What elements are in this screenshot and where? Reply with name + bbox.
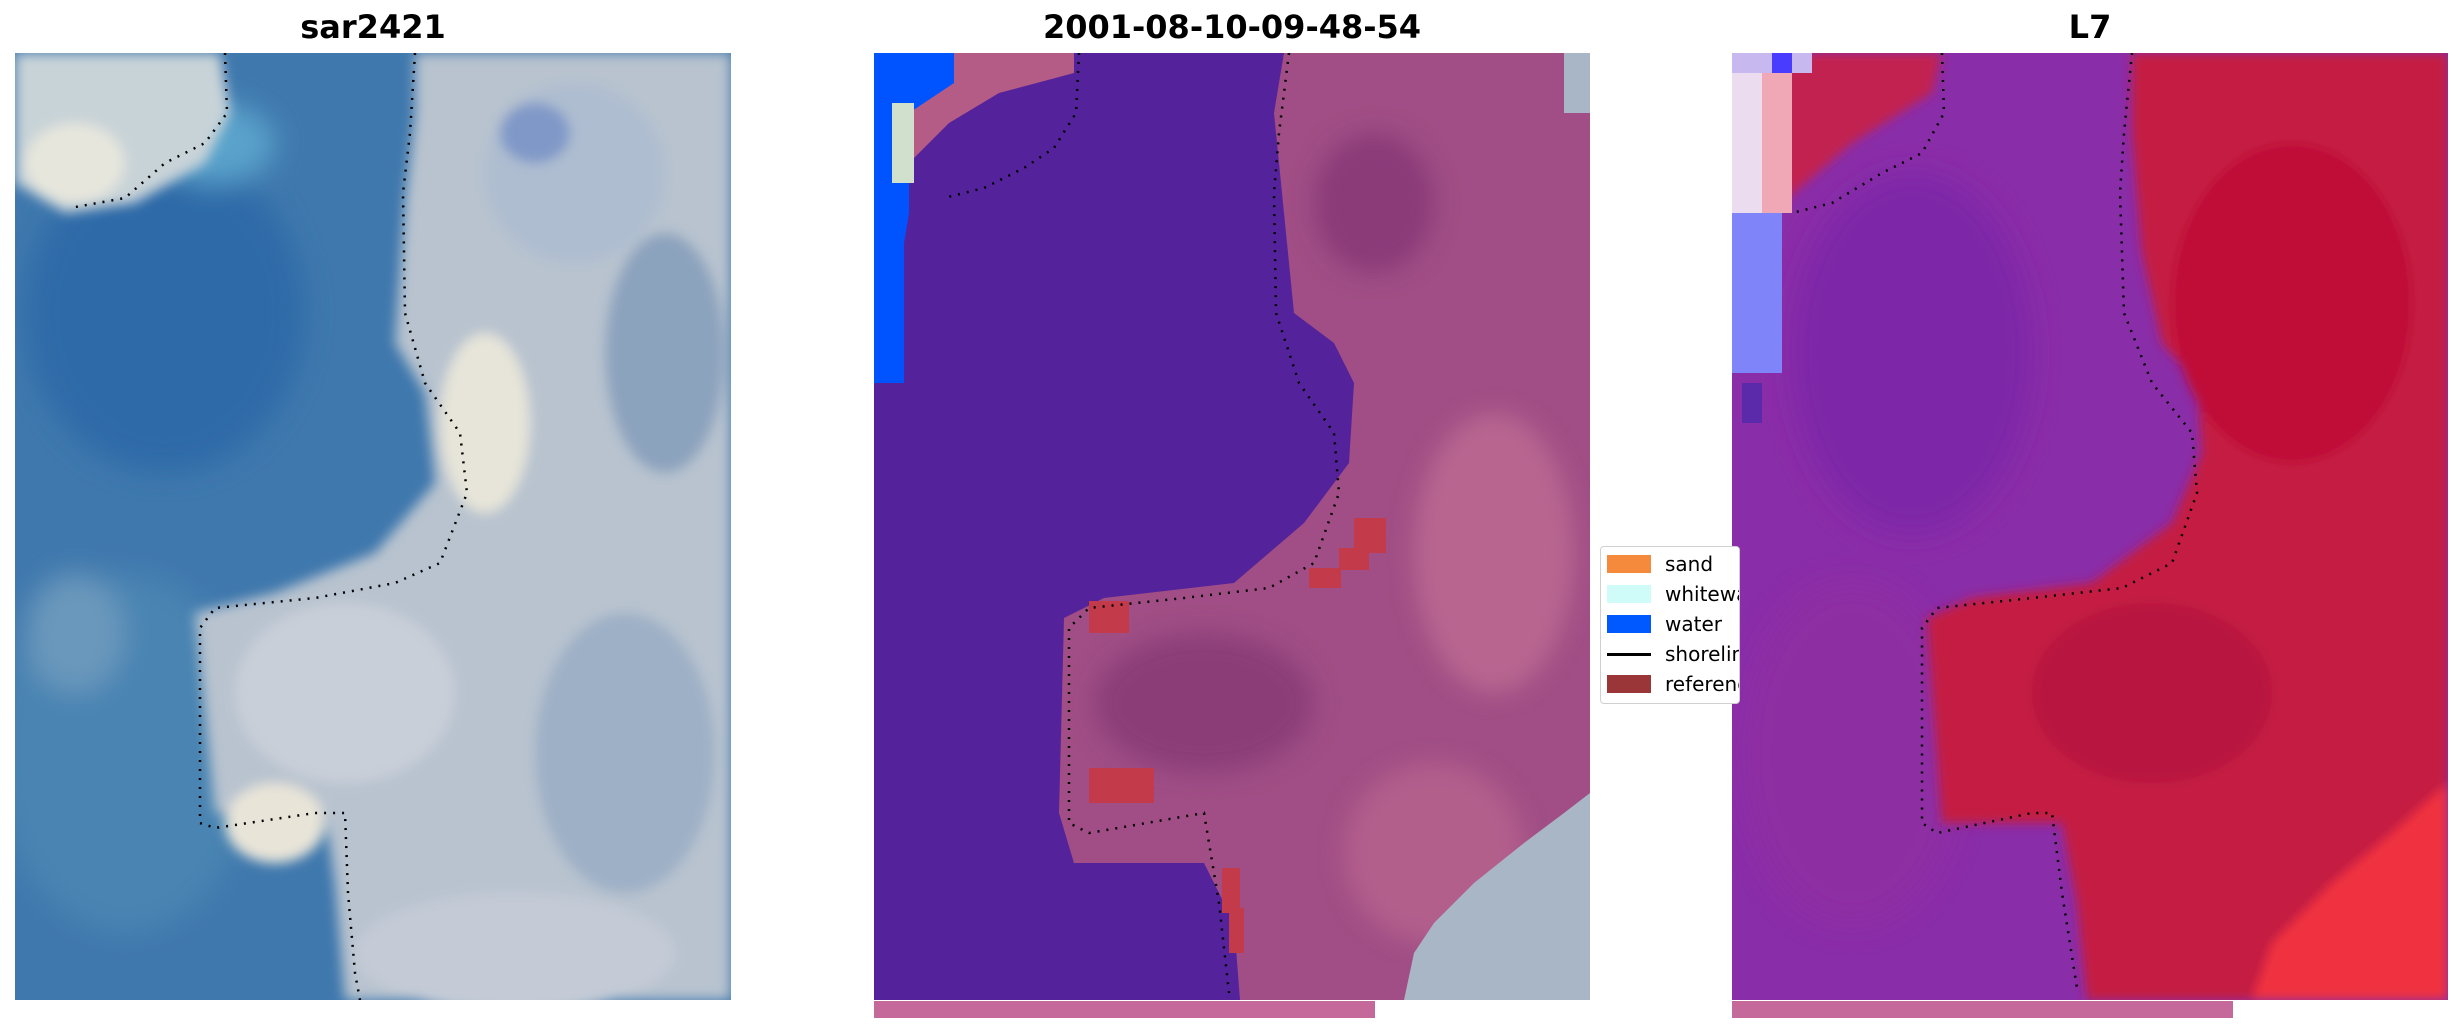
legend-item-whitewater: whitewater [1607, 581, 1739, 607]
water-texture [15, 103, 305, 933]
whitewater-swatch [1607, 585, 1651, 603]
legend-item-reference: reference [1607, 671, 1739, 697]
classified-image-panel [874, 53, 1590, 1000]
legend-item-sand: sand [1607, 551, 1713, 577]
classified-progress-bar [874, 1001, 1375, 1018]
legend-item-shoreline: shoreline [1607, 641, 1739, 667]
mndwi-image-panel [1732, 53, 2448, 1000]
land-area [15, 53, 731, 1000]
shoreline-line-icon [1607, 652, 1651, 656]
legend-item-water: water [1607, 611, 1722, 637]
water-swatch [1607, 615, 1651, 633]
panel-title-rgb: sar2421 [300, 8, 446, 46]
reference-swatch [1607, 675, 1651, 693]
shoreline-line [943, 53, 1341, 994]
panel-title-mndwi: L7 [2068, 8, 2112, 46]
whitewater-patch [892, 103, 914, 183]
sand-swatch [1607, 555, 1651, 573]
panel-title-classified: 2001-08-10-09-48-54 [1042, 8, 1422, 46]
mndwi-progress-bar [1732, 1001, 2233, 1018]
mndwi-top-left-white [1732, 53, 1812, 423]
legend-label: sand [1665, 552, 1714, 576]
legend: sand whitewater water shoreline referenc… [1600, 546, 1740, 704]
legend-label: water [1665, 612, 1722, 636]
rgb-image-panel [15, 53, 731, 1000]
legend-label: reference [1665, 672, 1739, 696]
sand-gray-corner [1404, 793, 1590, 1000]
reference-patches [1089, 518, 1386, 953]
legend-label: shoreline [1665, 642, 1739, 666]
legend-label: whitewater [1665, 582, 1739, 606]
